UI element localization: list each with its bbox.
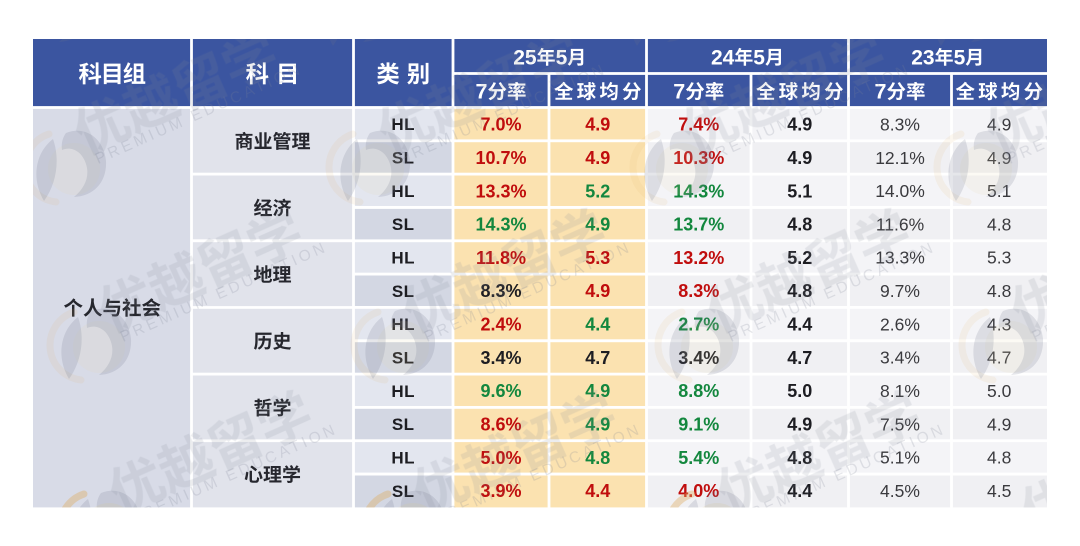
svg-text:7.0%: 7.0% (480, 115, 521, 135)
svg-text:HL: HL (391, 249, 415, 268)
svg-text:5.0: 5.0 (987, 381, 1012, 401)
svg-text:9.1%: 9.1% (678, 415, 719, 435)
svg-text:9.7%: 9.7% (880, 281, 920, 301)
svg-text:23: 23 (911, 46, 934, 69)
svg-text:HL: HL (391, 182, 415, 201)
svg-text:4.4: 4.4 (787, 315, 812, 335)
svg-text:4.0%: 4.0% (678, 481, 719, 501)
svg-text:5.1: 5.1 (987, 181, 1011, 201)
svg-text:3.4%: 3.4% (678, 348, 719, 368)
svg-text:SL: SL (392, 215, 415, 234)
svg-text:4.9: 4.9 (585, 281, 610, 301)
svg-text:14.0%: 14.0% (875, 181, 925, 201)
svg-text:5.3: 5.3 (585, 248, 610, 268)
svg-text:HL: HL (391, 315, 415, 334)
svg-text:14.3%: 14.3% (475, 215, 526, 235)
svg-text:3.4%: 3.4% (880, 348, 920, 368)
svg-text:5.2: 5.2 (585, 181, 610, 201)
svg-text:12.1%: 12.1% (875, 148, 925, 168)
svg-text:9.6%: 9.6% (480, 381, 521, 401)
svg-text:5.0: 5.0 (787, 381, 812, 401)
svg-text:7: 7 (875, 80, 887, 104)
svg-text:8.3%: 8.3% (678, 281, 719, 301)
svg-text:SL: SL (392, 482, 415, 501)
svg-text:5: 5 (954, 46, 966, 69)
svg-text:10.3%: 10.3% (673, 148, 724, 168)
svg-text:4.9: 4.9 (585, 115, 610, 135)
svg-text:HL: HL (391, 382, 415, 401)
svg-text:8.6%: 8.6% (480, 415, 521, 435)
svg-text:8.3%: 8.3% (880, 114, 920, 134)
svg-text:4.3: 4.3 (987, 314, 1011, 334)
svg-text:HL: HL (391, 449, 415, 468)
svg-text:2.4%: 2.4% (480, 315, 521, 335)
svg-text:4.8: 4.8 (585, 448, 610, 468)
svg-text:13.3%: 13.3% (475, 181, 526, 201)
svg-text:4.9: 4.9 (787, 115, 812, 135)
svg-text:4.7: 4.7 (787, 348, 812, 368)
svg-text:4.8: 4.8 (787, 215, 812, 235)
svg-text:4.4: 4.4 (585, 481, 610, 501)
svg-text:4.9: 4.9 (987, 414, 1011, 434)
svg-text:13.7%: 13.7% (673, 215, 724, 235)
svg-text:4.8: 4.8 (987, 448, 1011, 468)
svg-text:5.3: 5.3 (987, 248, 1011, 268)
svg-text:2.7%: 2.7% (678, 315, 719, 335)
svg-text:4.5: 4.5 (987, 481, 1011, 501)
svg-text:5.1%: 5.1% (880, 448, 920, 468)
svg-text:4.7: 4.7 (987, 348, 1011, 368)
svg-text:4.8: 4.8 (987, 214, 1011, 234)
svg-text:7: 7 (673, 80, 685, 104)
svg-text:SL: SL (392, 415, 415, 434)
svg-text:4.4: 4.4 (585, 315, 610, 335)
svg-text:10.7%: 10.7% (475, 148, 526, 168)
svg-text:5: 5 (753, 46, 765, 69)
svg-text:SL: SL (392, 349, 415, 368)
svg-text:4.9: 4.9 (585, 148, 610, 168)
svg-text:4.7: 4.7 (585, 348, 610, 368)
svg-text:4.9: 4.9 (787, 415, 812, 435)
svg-text:5.1: 5.1 (787, 181, 812, 201)
svg-text:3.4%: 3.4% (480, 348, 521, 368)
svg-text:14.3%: 14.3% (673, 181, 724, 201)
svg-text:4.8: 4.8 (987, 281, 1011, 301)
svg-text:5.4%: 5.4% (678, 448, 719, 468)
svg-text:13.2%: 13.2% (673, 248, 724, 268)
svg-text:4.5%: 4.5% (880, 481, 920, 501)
svg-text:8.8%: 8.8% (678, 381, 719, 401)
svg-text:24: 24 (711, 46, 735, 69)
svg-text:4.9: 4.9 (787, 148, 812, 168)
svg-text:2.6%: 2.6% (880, 314, 920, 334)
